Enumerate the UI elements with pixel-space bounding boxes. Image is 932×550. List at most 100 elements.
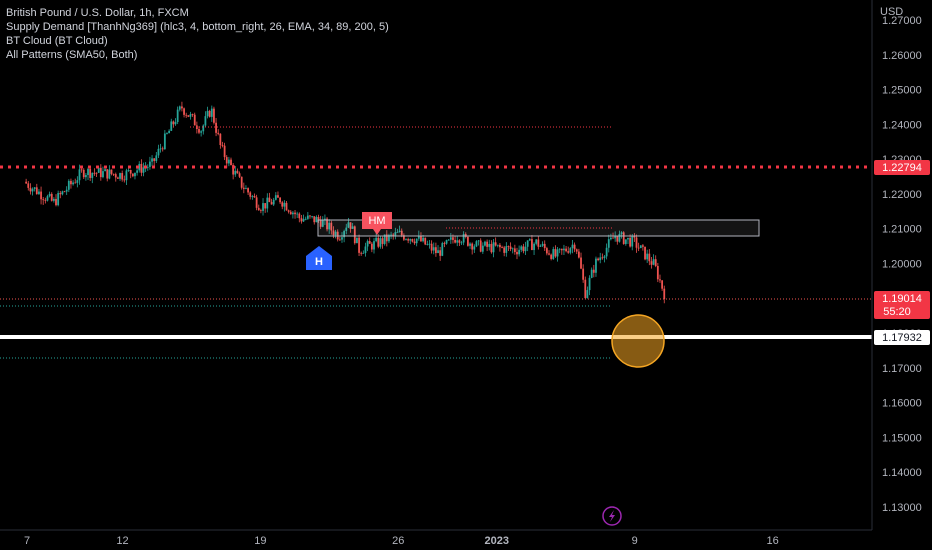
candle	[603, 255, 606, 263]
candle	[567, 246, 570, 254]
candle	[95, 172, 98, 178]
candle	[629, 234, 632, 248]
price-ticks: 1.270001.260001.250001.240001.230001.220…	[882, 15, 922, 514]
price-axis[interactable]	[872, 0, 932, 550]
candle	[637, 242, 640, 252]
candle	[456, 236, 459, 247]
candle	[362, 250, 365, 254]
legend-indicator-all-patterns[interactable]: All Patterns (SMA50, Both)	[6, 49, 138, 61]
candle	[373, 238, 375, 254]
candle	[298, 212, 301, 223]
candle	[616, 236, 619, 245]
legend-indicator-bt-cloud[interactable]: BT Cloud (BT Cloud)	[6, 35, 108, 47]
candle	[584, 276, 587, 299]
price-tick-label: 1.14000	[882, 467, 922, 479]
candle	[563, 244, 565, 256]
candle	[48, 191, 51, 198]
candle	[168, 129, 171, 134]
candle	[55, 194, 57, 207]
candle	[601, 253, 604, 260]
candle	[609, 233, 612, 241]
candle	[545, 246, 548, 256]
candle	[106, 169, 109, 182]
candle	[146, 164, 149, 171]
candle	[242, 182, 245, 194]
candle	[341, 232, 343, 243]
candle	[648, 249, 651, 266]
candle	[513, 244, 516, 255]
pattern-hm-marker[interactable]: HM	[362, 212, 392, 235]
candle	[257, 204, 260, 211]
candle	[434, 242, 437, 257]
candle	[430, 240, 433, 254]
candle	[326, 217, 328, 232]
candle	[245, 185, 247, 190]
candle	[328, 219, 331, 234]
candle	[624, 239, 627, 246]
candle	[405, 238, 407, 241]
candle	[266, 193, 269, 213]
candle	[656, 262, 659, 283]
candle	[317, 214, 320, 223]
svg-text:1.22794: 1.22794	[882, 162, 922, 174]
price-tick-label: 1.26000	[882, 50, 922, 62]
candle	[490, 240, 493, 254]
candle	[445, 239, 448, 245]
candle	[520, 245, 523, 253]
candle	[644, 246, 646, 261]
candle	[219, 133, 222, 149]
candle	[488, 239, 491, 251]
lightning-icon[interactable]	[602, 506, 622, 526]
candle	[279, 197, 281, 204]
candle	[426, 240, 429, 246]
candle	[543, 240, 546, 251]
candle	[129, 169, 132, 179]
candle	[29, 183, 32, 195]
candle	[277, 191, 279, 198]
candle	[155, 151, 158, 163]
candle	[366, 239, 369, 252]
candle	[140, 159, 143, 177]
candle	[541, 241, 544, 248]
candle	[189, 111, 192, 120]
target-circle	[611, 314, 665, 368]
candle	[507, 245, 510, 252]
candles	[25, 101, 666, 304]
candle	[420, 232, 422, 242]
candle	[586, 286, 589, 299]
time-axis[interactable]	[0, 530, 872, 550]
candle	[454, 236, 457, 244]
candle	[413, 238, 416, 245]
candle	[104, 168, 106, 172]
time-tick-label: 7	[24, 535, 30, 547]
candle	[560, 248, 563, 255]
candle	[215, 117, 217, 137]
candle	[108, 165, 111, 180]
candle	[84, 172, 87, 181]
pattern-h-marker[interactable]: H	[306, 246, 332, 270]
candle	[345, 223, 348, 235]
time-tick-label: 12	[116, 535, 128, 547]
candle	[479, 238, 482, 253]
candle	[119, 172, 121, 181]
candle	[249, 191, 252, 200]
candle	[76, 176, 79, 188]
candle	[315, 215, 318, 223]
price-tick-label: 1.24000	[882, 119, 922, 131]
legend-indicator-supply-demand[interactable]: Supply Demand [ThanhNg369] (hlc3, 4, bot…	[6, 21, 389, 33]
candle	[338, 236, 341, 241]
candle	[571, 239, 574, 254]
candle	[477, 240, 480, 246]
candle	[99, 164, 102, 181]
candle	[153, 158, 156, 167]
candle	[439, 246, 442, 261]
candle	[183, 107, 185, 118]
candle	[306, 211, 309, 220]
candle	[311, 215, 314, 219]
candle	[38, 189, 40, 195]
candle	[599, 252, 602, 264]
candle	[627, 237, 629, 245]
legend-symbol[interactable]: British Pound / U.S. Dollar, 1h, FXCM	[6, 7, 189, 19]
candle	[654, 255, 657, 268]
